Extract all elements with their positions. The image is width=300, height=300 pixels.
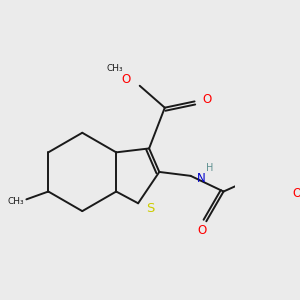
Text: H: H <box>206 163 214 173</box>
Text: O: O <box>202 93 211 106</box>
Text: CH₃: CH₃ <box>106 64 123 73</box>
Text: CH₃: CH₃ <box>7 197 24 206</box>
Text: O: O <box>122 73 131 86</box>
Text: O: O <box>198 224 207 237</box>
Text: N: N <box>197 172 206 185</box>
Text: O: O <box>292 188 300 200</box>
Text: S: S <box>146 202 154 215</box>
